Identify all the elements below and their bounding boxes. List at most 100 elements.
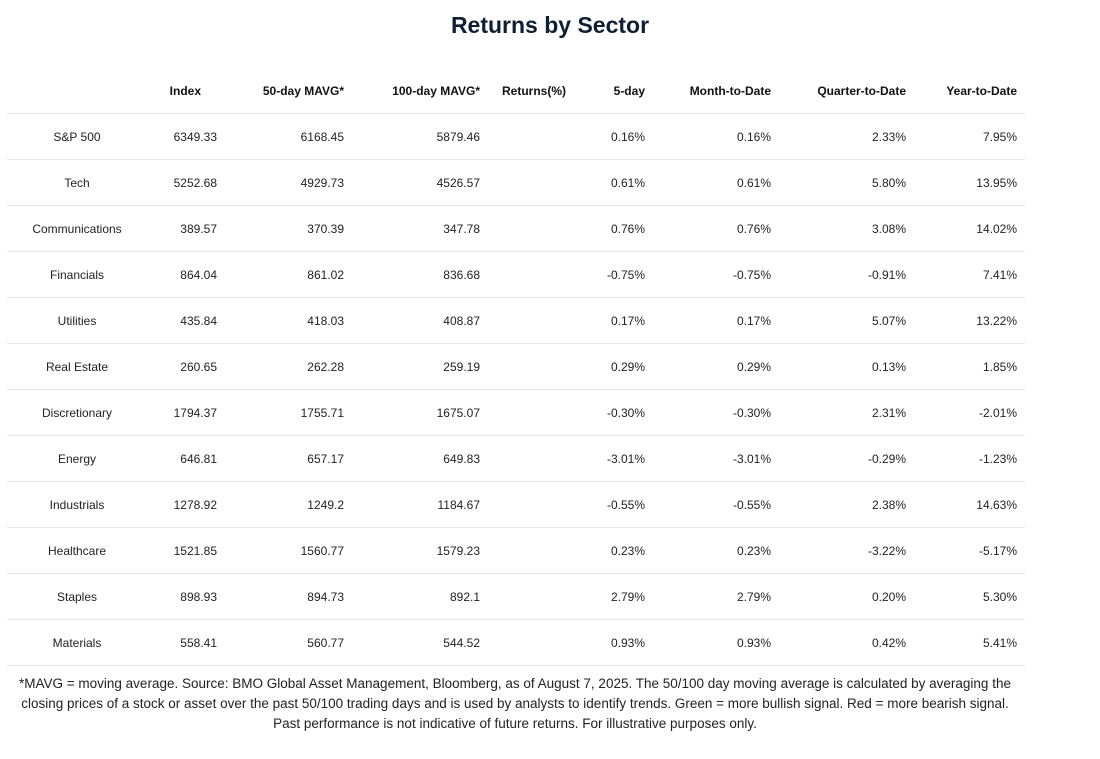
- cell: 13.22%: [914, 297, 1025, 344]
- cell: 1755.71: [225, 389, 352, 436]
- cell: 370.39: [225, 205, 352, 252]
- cell: 5.41%: [914, 619, 1025, 666]
- column-header: Quarter-to-Date: [817, 84, 906, 98]
- cell: 1.85%: [914, 343, 1025, 390]
- cell: 4526.57: [352, 159, 488, 206]
- cell: 0.93%: [653, 619, 779, 666]
- sector-name: Staples: [7, 573, 147, 620]
- cell: 0.16%: [653, 113, 779, 160]
- table-row: Energy 646.81 657.17 649.83 -3.01% -3.01% -0.2…: [7, 435, 1025, 482]
- cell: 262.28: [225, 343, 352, 390]
- cell: -3.22%: [779, 527, 914, 574]
- cell: 14.63%: [914, 481, 1025, 528]
- empty-cell: [488, 159, 580, 206]
- sector-name: Tech: [7, 159, 147, 206]
- cell: 0.61%: [580, 159, 653, 206]
- cell: 892.1: [352, 573, 488, 620]
- cell: 657.17: [225, 435, 352, 482]
- table-row: Real Estate 260.65 262.28 259.19 0.29% 0.29% 0…: [7, 343, 1025, 390]
- cell: -3.01%: [580, 435, 653, 482]
- cell: 13.95%: [914, 159, 1025, 206]
- cell: 347.78: [352, 205, 488, 252]
- cell: 861.02: [225, 251, 352, 298]
- column-header: Index: [169, 84, 201, 98]
- cell: 1560.77: [225, 527, 352, 574]
- title: Returns by Sector: [450, 12, 650, 38]
- cell: 1249.2: [225, 481, 352, 528]
- sector-name: Industrials: [7, 481, 147, 528]
- cell: 0.29%: [580, 343, 653, 390]
- cell: 0.76%: [653, 205, 779, 252]
- empty-cell: [488, 297, 580, 344]
- cell: 389.57: [147, 205, 225, 252]
- sector-name: S&P 500: [7, 113, 147, 160]
- cell: 4929.73: [225, 159, 352, 206]
- cell: 2.38%: [779, 481, 914, 528]
- cell: 418.03: [225, 297, 352, 344]
- cell: -5.17%: [914, 527, 1025, 574]
- empty-cell: [488, 389, 580, 436]
- empty-cell: [488, 573, 580, 620]
- cell: 0.17%: [653, 297, 779, 344]
- cell: 1794.37: [147, 389, 225, 436]
- table-row: Utilities 435.84 418.03 408.87 0.17% 0.17% 5.0…: [7, 297, 1025, 344]
- cell: -0.55%: [580, 481, 653, 528]
- cell: -1.23%: [914, 435, 1025, 482]
- sector-name: Communications: [7, 205, 147, 252]
- cell: -0.29%: [779, 435, 914, 482]
- cell: -0.75%: [653, 251, 779, 298]
- cell: 1278.92: [147, 481, 225, 528]
- cell: 2.31%: [779, 389, 914, 436]
- empty-cell: [488, 205, 580, 252]
- cell: -0.30%: [653, 389, 779, 436]
- column-header: 100-day MAVG*: [392, 84, 480, 98]
- cell: 259.19: [352, 343, 488, 390]
- cell: 1579.23: [352, 527, 488, 574]
- sector-name: Financials: [7, 251, 147, 298]
- cell: 0.29%: [653, 343, 779, 390]
- cell: 5252.68: [147, 159, 225, 206]
- sector-name: Materials: [7, 619, 147, 666]
- cell: 7.95%: [914, 113, 1025, 160]
- cell: 6168.45: [225, 113, 352, 160]
- table-row: Materials 558.41 560.77 544.52 0.93% 0.93% 0.4…: [7, 619, 1025, 666]
- cell: 6349.33: [147, 113, 225, 160]
- cell: 7.41%: [914, 251, 1025, 298]
- sector-name: Discretionary: [7, 389, 147, 436]
- cell: 646.81: [147, 435, 225, 482]
- cell: 5879.46: [352, 113, 488, 160]
- cell: 544.52: [352, 619, 488, 666]
- column-header: 5-day: [613, 84, 645, 98]
- cell: 0.93%: [580, 619, 653, 666]
- cell: 5.30%: [914, 573, 1025, 620]
- cell: 5.80%: [779, 159, 914, 206]
- cell: 0.20%: [779, 573, 914, 620]
- cell: 0.42%: [779, 619, 914, 666]
- cell: 0.16%: [580, 113, 653, 160]
- cell: 2.79%: [653, 573, 779, 620]
- column-header: Month-to-Date: [689, 84, 771, 98]
- cell: 14.02%: [914, 205, 1025, 252]
- sector-name: Utilities: [7, 297, 147, 344]
- cell: -0.30%: [580, 389, 653, 436]
- cell: 2.79%: [580, 573, 653, 620]
- cell: 836.68: [352, 251, 488, 298]
- cell: 435.84: [147, 297, 225, 344]
- cell: 5.07%: [779, 297, 914, 344]
- empty-cell: [488, 435, 580, 482]
- cell: 3.08%: [779, 205, 914, 252]
- cell: 0.61%: [653, 159, 779, 206]
- cell: 408.87: [352, 297, 488, 344]
- sector-name: Real Estate: [7, 343, 147, 390]
- table-row: Staples 898.93 894.73 892.1 2.79% 2.79% 0.20% 5…: [7, 573, 1025, 620]
- table-row: S&P 500 6349.33 6168.45 5879.46 0.16% 0.16% 2.…: [7, 113, 1025, 160]
- table-row: Healthcare 1521.85 1560.77 1579.23 0.23% 0.23…: [7, 527, 1025, 574]
- cell: 0.23%: [653, 527, 779, 574]
- empty-cell: [488, 343, 580, 390]
- table-body: S&P 500 6349.33 6168.45 5879.46 0.16% 0.16% 2.…: [7, 113, 1025, 666]
- header-blank: [7, 69, 147, 114]
- cell: 0.17%: [580, 297, 653, 344]
- returns-table: Index 50-day MAVG* 100-day MAVG* Returns(%)…: [7, 69, 1025, 666]
- cell: -0.75%: [580, 251, 653, 298]
